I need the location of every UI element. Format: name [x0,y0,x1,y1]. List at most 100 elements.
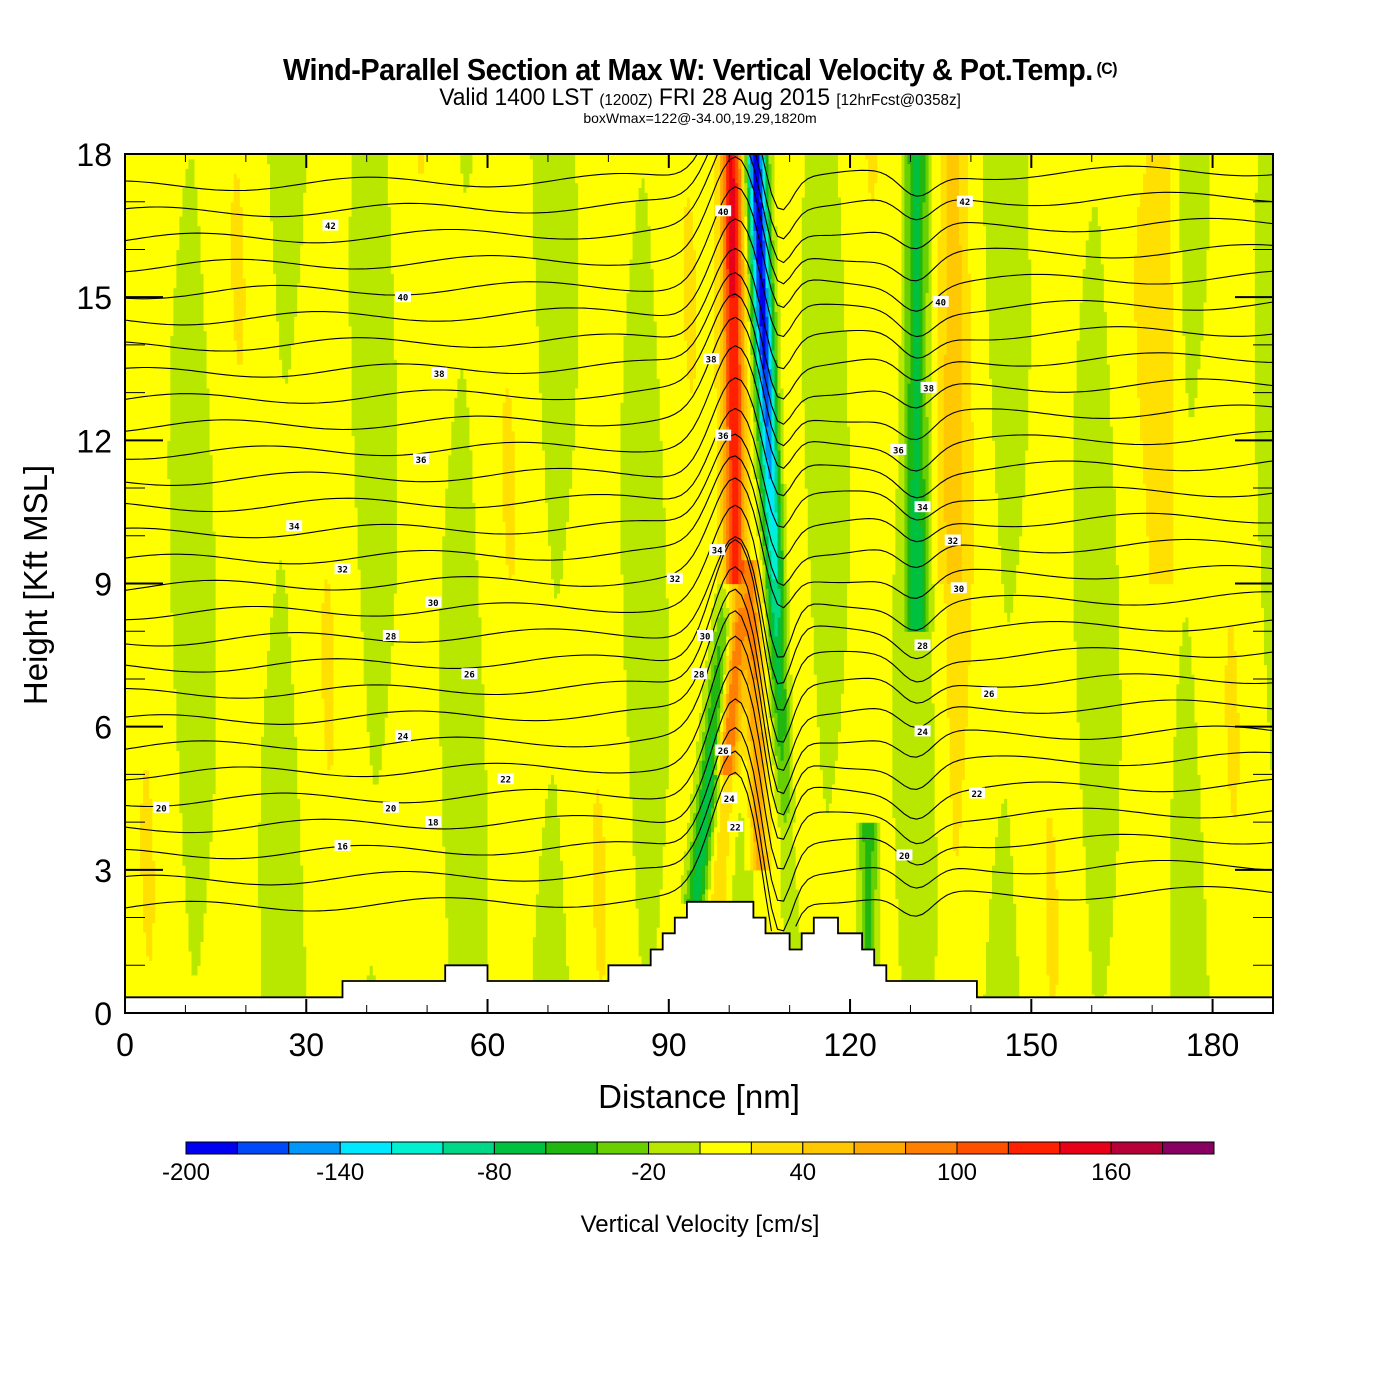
field-cell [759,583,764,589]
field-cell [170,535,217,542]
field-cell [850,507,896,513]
field-cell [780,602,785,608]
field-cell [732,597,736,604]
field-cell [668,626,712,632]
field-cell [898,927,939,933]
field-cell [961,569,975,575]
field-cell [738,702,751,709]
field-cell [1170,927,1208,933]
field-cell [1055,855,1087,861]
field-cell [439,626,483,632]
field-cell [847,588,893,594]
field-cell [668,674,706,680]
field-cell [850,531,896,537]
field-cell [1173,550,1262,556]
field-cell [215,669,268,675]
field-cell [717,526,724,532]
field-cell [1197,726,1229,733]
field-cell [695,860,706,866]
field-cell [212,803,262,809]
field-cell [723,564,727,570]
field-cell [632,803,667,809]
field-cell [1082,788,1120,795]
field-cell [892,659,933,666]
field-cell [442,779,489,785]
field-cell [726,740,736,747]
field-cell [856,917,863,923]
field-cell [726,888,733,895]
field-cell [967,678,1078,685]
field-cell [260,946,307,952]
field-cell [931,564,939,570]
field-cell [717,583,724,589]
field-cell [442,783,489,790]
field-cell [895,826,936,833]
field-cell [771,564,779,570]
field-cell [928,550,933,556]
field-cell [1046,917,1060,923]
field-cell [596,936,606,943]
field-cell [768,764,776,771]
field-cell [478,564,510,570]
field-cell [569,974,600,981]
field-cell [946,664,969,670]
field-cell [689,841,694,847]
field-cell [762,621,767,628]
field-cell [360,578,398,585]
field-cell [907,578,912,585]
field-cell [928,545,933,551]
field-cell [152,941,190,947]
field-cell [762,583,767,589]
field-cell [695,745,703,752]
field-cell [964,750,1081,756]
field-cell [626,702,670,709]
field-cell [895,535,906,542]
field-cell [723,540,727,546]
field-cell [753,893,782,900]
field-cell [185,874,211,880]
field-cell [263,712,295,718]
field-cell [777,545,782,551]
field-cell [931,659,948,666]
field-cell [768,597,773,604]
field-cell [1058,936,1090,943]
field-cell [768,779,776,785]
field-cell [623,621,670,628]
field-cell [711,850,715,857]
field-cell [777,564,782,570]
field-cell [632,831,667,838]
field-cell [907,507,912,513]
field-cell [934,826,954,833]
field-cell [759,573,764,580]
field-cell [1055,884,1087,890]
field-cell [789,793,797,799]
field-cell [1179,678,1196,685]
field-cell [762,664,767,670]
field-cell [961,559,975,566]
field-cell [880,950,899,957]
field-cell [620,535,667,542]
field-cell [789,736,794,742]
field-cell [768,621,773,628]
field-cell [439,693,486,699]
field-cell [744,507,748,513]
field-cell [892,593,906,599]
field-cell [357,559,398,566]
field-cell [215,750,262,756]
field-cell [505,559,516,566]
field-cell [1118,583,1262,589]
field-cell [442,745,486,752]
field-cell [831,798,893,804]
field-cell [783,521,788,527]
field-cell [729,678,733,685]
field-cell [535,893,564,900]
field-cell [768,693,773,699]
field-cell [723,674,727,680]
field-cell [714,593,727,599]
field-cell [1058,950,1093,957]
field-cell [726,731,736,737]
field-cell [871,860,878,866]
field-cell [212,798,262,804]
field-cell [768,750,773,756]
field-cell [937,569,948,575]
